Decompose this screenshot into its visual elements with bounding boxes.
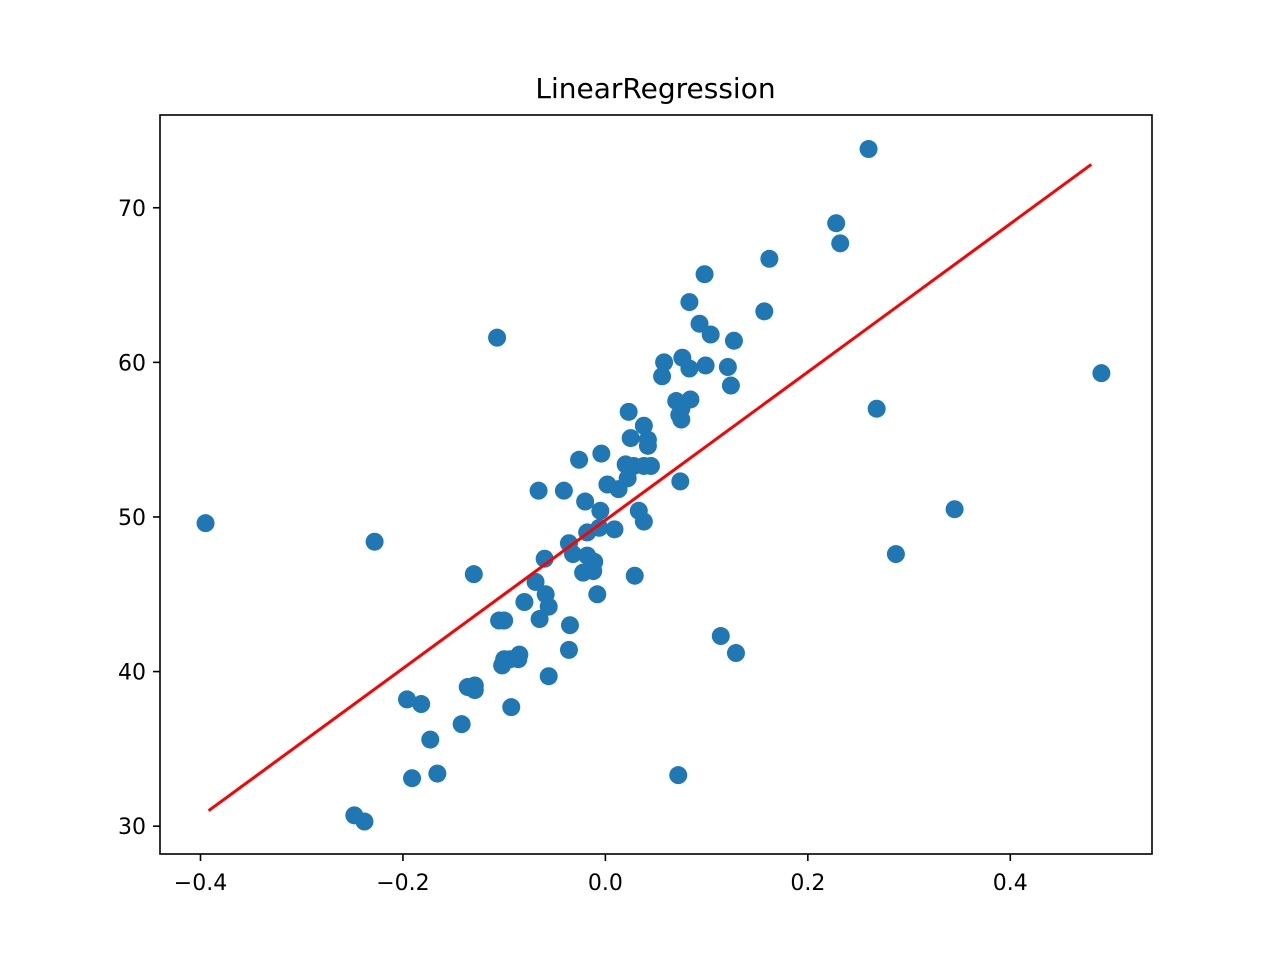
data-point xyxy=(576,492,595,511)
data-point xyxy=(671,472,690,491)
data-point xyxy=(526,572,545,591)
data-point xyxy=(502,698,521,717)
data-point xyxy=(625,566,644,585)
data-point xyxy=(539,667,558,686)
data-point xyxy=(592,444,611,463)
data-point xyxy=(495,611,514,630)
data-point xyxy=(638,436,657,455)
y-tick-label: 60 xyxy=(118,351,146,376)
data-point xyxy=(886,545,905,564)
x-tick-label: 0.0 xyxy=(588,871,623,896)
y-tick-label: 30 xyxy=(118,815,146,840)
data-point xyxy=(827,214,846,233)
data-point xyxy=(539,597,558,616)
data-point xyxy=(510,645,529,664)
data-point xyxy=(421,730,440,749)
data-point xyxy=(721,376,740,395)
data-point xyxy=(464,565,483,584)
scatter-points xyxy=(196,140,1111,831)
data-point xyxy=(681,390,700,409)
data-point xyxy=(397,690,416,709)
data-point xyxy=(634,416,653,435)
data-point xyxy=(590,518,609,537)
data-point xyxy=(690,314,709,333)
data-point xyxy=(365,532,384,551)
data-point xyxy=(355,812,374,831)
data-point xyxy=(588,585,607,604)
data-point xyxy=(726,644,745,663)
plot-frame xyxy=(159,114,1153,855)
y-tick-label: 50 xyxy=(118,506,146,531)
data-point xyxy=(591,501,610,520)
data-point xyxy=(560,616,579,635)
data-point xyxy=(867,399,886,418)
data-point xyxy=(653,367,672,386)
data-point xyxy=(529,481,548,500)
data-point xyxy=(428,764,447,783)
data-point xyxy=(584,562,603,581)
data-point xyxy=(515,592,534,611)
data-point xyxy=(755,302,774,321)
data-point xyxy=(570,450,589,469)
data-point xyxy=(559,640,578,659)
x-tick-label: 0.4 xyxy=(993,871,1028,896)
data-point xyxy=(680,293,699,312)
y-tick-label: 70 xyxy=(118,197,146,222)
data-point xyxy=(831,234,850,253)
y-axis-ticks: 30 40 50 60 70 xyxy=(118,197,160,840)
x-tick-label: −0.4 xyxy=(174,871,227,896)
data-point xyxy=(605,520,624,539)
data-point xyxy=(760,249,779,268)
data-point xyxy=(695,265,714,284)
y-tick-label: 40 xyxy=(118,661,146,686)
data-point xyxy=(945,500,964,519)
data-point xyxy=(1092,364,1111,383)
x-tick-label: 0.2 xyxy=(790,871,825,896)
regression-line xyxy=(207,163,1093,812)
x-axis-ticks: −0.4 −0.2 0.0 0.2 0.4 xyxy=(174,854,1028,896)
data-point xyxy=(641,456,660,475)
data-point xyxy=(488,328,507,347)
data-point xyxy=(530,610,549,629)
data-point xyxy=(718,358,737,377)
data-point xyxy=(655,353,674,372)
data-point xyxy=(465,681,484,700)
data-point xyxy=(619,402,638,421)
data-point xyxy=(403,769,422,788)
data-point xyxy=(701,325,720,344)
data-point xyxy=(196,514,215,533)
fit-line-group xyxy=(207,163,1093,812)
data-point xyxy=(680,359,699,378)
data-point xyxy=(452,715,471,734)
data-point xyxy=(563,545,582,564)
data-point xyxy=(859,140,878,159)
data-point xyxy=(724,331,743,350)
x-tick-label: −0.2 xyxy=(376,871,429,896)
data-point xyxy=(634,512,653,531)
data-point xyxy=(696,356,715,375)
data-point xyxy=(669,766,688,785)
data-point xyxy=(412,695,431,714)
chart-title: LinearRegression xyxy=(535,72,775,105)
data-point xyxy=(711,627,730,646)
data-point xyxy=(554,481,573,500)
data-point xyxy=(621,429,640,448)
